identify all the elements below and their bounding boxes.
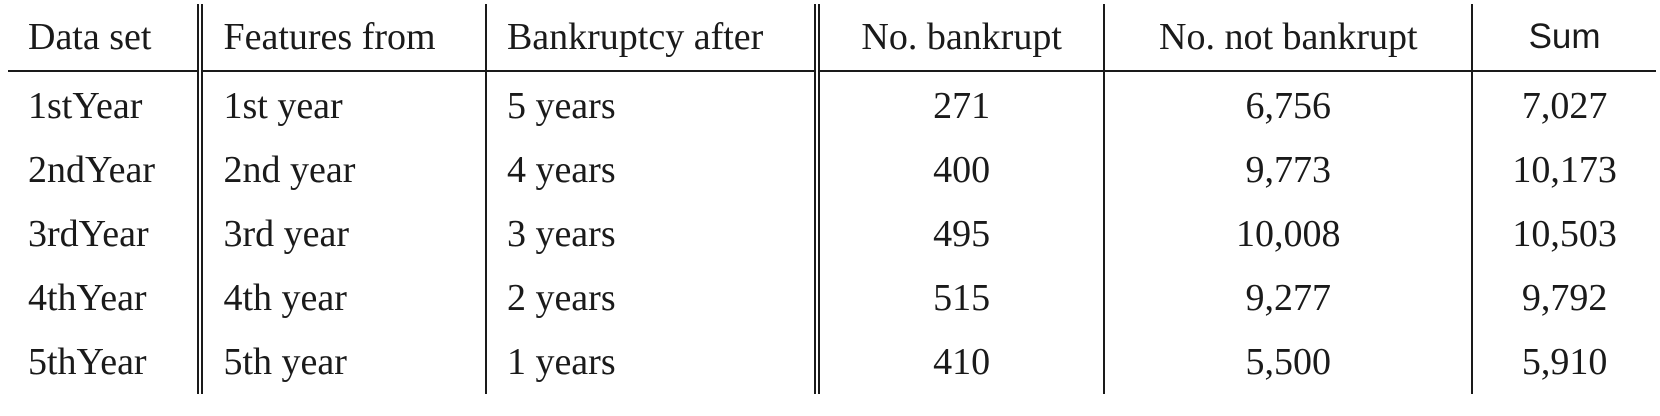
cell-no-not-bankrupt: 9,277: [1104, 266, 1474, 330]
bankruptcy-data-table: Data set Features from Bankruptcy after …: [8, 4, 1656, 394]
cell-no-bankrupt: 495: [816, 202, 1106, 266]
cell-sum: 10,173: [1512, 149, 1617, 191]
header-no-not-bankrupt: No. not bankrupt: [1104, 4, 1474, 72]
header-bankruptcy-after: Bankruptcy after: [485, 4, 820, 72]
table-row: 3rdYear 3rd year 3 years 495 10,008 10,5…: [8, 202, 1656, 266]
cell-no-not-bankrupt: 5,500: [1104, 330, 1474, 394]
cell-sum: 9,792: [1521, 277, 1608, 319]
table-row: 5thYear 5th year 1 years 410 5,500 5,910: [8, 330, 1656, 394]
header-sum: Sum: [1472, 4, 1656, 72]
cell-sum: 10,503: [1512, 213, 1617, 255]
cell-no-bankrupt: 515: [816, 266, 1106, 330]
cell-data-set: 3rdYear: [8, 202, 204, 266]
cell-data-set: 2ndYear: [8, 138, 204, 202]
cell-features-from: 5th year: [200, 330, 487, 394]
header-features-from: Features from: [200, 4, 487, 72]
cell-bankruptcy-after: 1 years: [485, 330, 820, 394]
cell-no-not-bankrupt: 6,756: [1104, 71, 1474, 138]
cell-features-from: 1st year: [200, 71, 487, 138]
table-row: 2ndYear 2nd year 4 years 400 9,773 10,17…: [8, 138, 1656, 202]
cell-sum: 7,027: [1521, 85, 1608, 127]
cell-sum: 5,910: [1521, 341, 1608, 383]
cell-data-set: 5thYear: [8, 330, 204, 394]
table-row: 1stYear 1st year 5 years 271 6,756 7,027: [8, 71, 1656, 138]
cell-no-bankrupt: 271: [816, 71, 1106, 138]
cell-no-not-bankrupt: 9,773: [1104, 138, 1474, 202]
cell-bankruptcy-after: 3 years: [485, 202, 820, 266]
cell-features-from: 3rd year: [200, 202, 487, 266]
cell-bankruptcy-after: 2 years: [485, 266, 820, 330]
header-no-bankrupt: No. bankrupt: [816, 4, 1106, 72]
cell-no-bankrupt: 410: [816, 330, 1106, 394]
cell-no-not-bankrupt: 10,008: [1104, 202, 1474, 266]
cell-data-set: 1stYear: [8, 71, 204, 138]
table-header-row: Data set Features from Bankruptcy after …: [8, 4, 1656, 72]
header-data-set: Data set: [8, 4, 204, 72]
cell-bankruptcy-after: 5 years: [485, 71, 820, 138]
cell-features-from: 2nd year: [200, 138, 487, 202]
cell-no-bankrupt: 400: [816, 138, 1106, 202]
table-row: 4thYear 4th year 2 years 515 9,277 9,792: [8, 266, 1656, 330]
cell-bankruptcy-after: 4 years: [485, 138, 820, 202]
cell-features-from: 4th year: [200, 266, 487, 330]
cell-data-set: 4thYear: [8, 266, 204, 330]
